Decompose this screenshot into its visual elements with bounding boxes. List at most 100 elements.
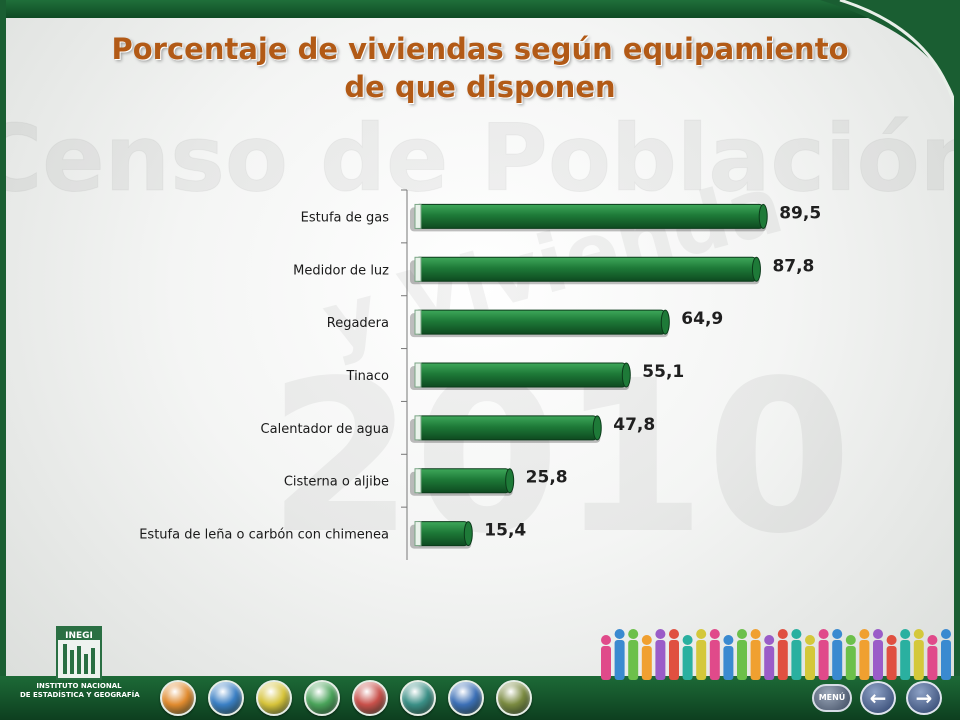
person-head [764, 635, 775, 645]
value-label: 89,5 [779, 203, 821, 223]
person-body [655, 640, 666, 680]
person-body [709, 640, 720, 680]
category-label: Regadera [327, 316, 389, 331]
person-body [641, 646, 652, 680]
person-head [900, 629, 911, 639]
menu-button[interactable]: MENÚ [812, 684, 852, 712]
person-body [601, 646, 611, 680]
category-label: Cisterna o aljibe [284, 475, 389, 490]
bar [414, 521, 469, 547]
bar-face [414, 256, 422, 282]
info-icon[interactable] [208, 680, 244, 716]
person-body [941, 640, 951, 680]
value-label: 87,8 [772, 256, 814, 276]
logo-line2: DE ESTADÍSTICA Y GEOGRAFÍA [20, 691, 140, 699]
chart-title: Porcentaje de viviendas según equipamien… [60, 30, 900, 106]
category-label: Estufa de gas [301, 210, 390, 225]
top-band [0, 0, 960, 18]
person-head [614, 629, 625, 639]
bar [414, 415, 598, 441]
person-head [723, 635, 734, 645]
person-head [913, 629, 924, 639]
person-body [818, 640, 829, 680]
logo-name: INEGI [65, 631, 93, 641]
bar [414, 256, 757, 282]
person-head [805, 635, 815, 645]
bar-face [414, 362, 422, 388]
category-label: Calentador de agua [261, 422, 389, 437]
person-head [655, 629, 666, 639]
value-label: 25,8 [526, 468, 568, 488]
person-body [913, 640, 924, 680]
corner-swoosh [820, 0, 960, 120]
bar-cap [660, 309, 670, 335]
migration-icon[interactable] [448, 680, 484, 716]
person-head [832, 629, 843, 639]
category-label: Tinaco [346, 369, 390, 384]
person-head [873, 629, 883, 639]
bar-face [414, 468, 422, 494]
people-icon[interactable] [160, 680, 196, 716]
person-head [669, 629, 679, 639]
bar-cap [751, 256, 761, 282]
value-label: 55,1 [642, 362, 684, 382]
prev-arrow-icon[interactable]: ← [860, 681, 896, 715]
person-body [845, 646, 856, 680]
person-head [682, 635, 693, 645]
person-body [777, 640, 788, 680]
inegi-logo-mark: INEGI [56, 626, 102, 680]
person-head [886, 635, 897, 645]
bar-face [414, 203, 422, 229]
gallery-icon[interactable] [496, 680, 532, 716]
person-body [669, 640, 679, 680]
person-head [750, 629, 761, 639]
person-body [832, 640, 843, 680]
person-head [859, 629, 870, 639]
bar [414, 309, 666, 335]
person-body [791, 640, 802, 680]
person-head [737, 629, 747, 639]
logo-text: INSTITUTO NACIONAL DE ESTADÍSTICA Y GEOG… [20, 682, 140, 700]
category-label: Medidor de luz [293, 263, 389, 278]
person-body [927, 646, 938, 680]
section-nav [160, 680, 532, 716]
person-body [628, 640, 639, 680]
bar-face [414, 309, 422, 335]
family-icon[interactable] [256, 680, 292, 716]
person-body [723, 646, 734, 680]
bar [414, 362, 627, 388]
bar-cap [505, 468, 515, 494]
person-head [845, 635, 856, 645]
bar-face [414, 415, 422, 441]
bar [414, 468, 511, 494]
value-label: 47,8 [613, 415, 655, 435]
next-arrow-icon[interactable]: → [906, 681, 942, 715]
person-head [601, 635, 611, 645]
persons-icon[interactable] [304, 680, 340, 716]
logo-line1: INSTITUTO NACIONAL [36, 682, 122, 690]
chart-title-line1: Porcentaje de viviendas según equipamien… [111, 32, 849, 66]
person-body [750, 640, 761, 680]
bar-chart: Estufa de gas 89,5 Medidor de luz 87,8 Regad… [139, 189, 821, 560]
person-head [927, 635, 938, 645]
person-body [859, 640, 870, 680]
person-head [641, 635, 652, 645]
person-body [764, 646, 775, 680]
person-head [941, 629, 951, 639]
person-head [791, 629, 802, 639]
house-icon[interactable] [400, 680, 436, 716]
chart-title-line2: de que disponen [344, 70, 616, 104]
home-icon[interactable] [352, 680, 388, 716]
person-head [696, 629, 707, 639]
people-banner-icon [601, 629, 951, 680]
person-head [818, 629, 829, 639]
person-head [709, 629, 720, 639]
value-label: 64,9 [681, 309, 723, 329]
bar-cap [592, 415, 602, 441]
bar-face [414, 521, 422, 547]
person-body [614, 640, 625, 680]
person-body [737, 640, 747, 680]
person-body [900, 640, 911, 680]
value-label: 15,4 [484, 521, 526, 541]
